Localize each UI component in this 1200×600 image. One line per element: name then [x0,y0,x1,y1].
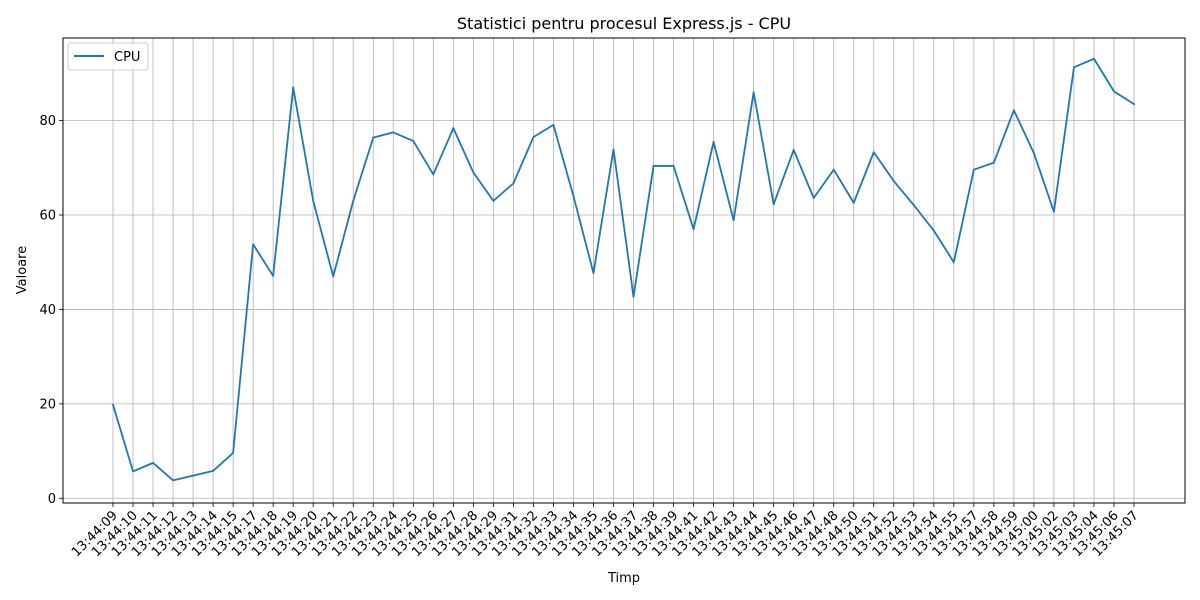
data-point [632,295,635,298]
data-point [392,131,395,134]
legend-label: CPU [114,50,140,65]
data-point [992,161,995,164]
plot-frame [62,37,1186,504]
data-point [332,275,335,278]
data-point [372,136,375,139]
series-layer [112,57,1135,482]
data-point [232,452,235,454]
data-point [1033,152,1035,155]
data-point [252,243,255,246]
data-point [352,199,355,202]
data-point [932,229,935,232]
data-point [592,272,595,274]
axis-ticks: 13:44:0913:44:1013:44:1113:44:1213:44:13… [39,114,1141,560]
data-point [732,219,735,222]
data-point [652,165,655,167]
data-point [772,203,775,206]
data-point [1053,210,1055,213]
data-point [792,148,795,151]
data-point [432,173,435,176]
data-point [172,479,174,482]
data-point [1113,90,1115,93]
data-point [1093,57,1095,60]
chart-title: Statistici pentru procesul Express.js - … [457,14,791,33]
data-point [132,470,134,473]
data-point [552,123,555,126]
data-point [672,165,675,167]
legend-box [67,42,149,71]
y-axis-label: Valoare [15,246,30,294]
data-point [272,275,275,277]
y-tick-label: 20 [39,397,56,412]
data-point [912,204,915,207]
y-tick-label: 60 [39,209,56,224]
data-point [872,151,875,154]
data-point [892,180,895,182]
data-point [192,474,194,477]
data-point [1133,103,1135,105]
data-point [852,201,855,204]
data-point [492,199,495,202]
data-point [512,182,515,185]
data-point [152,461,154,464]
legend: CPU [67,42,149,71]
series-line-cpu [112,57,1135,482]
y-tick-label: 80 [39,114,56,129]
data-point [532,136,535,139]
data-point [972,168,975,171]
data-point [712,140,715,143]
data-point [832,168,835,171]
data-point [472,171,475,174]
data-point [292,86,295,89]
data-point [1012,109,1015,112]
y-tick-label: 40 [39,303,56,318]
data-point [572,195,575,198]
data-point [412,140,415,142]
data-point [1073,66,1075,69]
x-axis-label: Timp [607,571,640,586]
data-point [112,403,114,406]
data-point [612,148,615,151]
data-point [452,127,455,130]
data-point [952,261,955,264]
data-point [812,197,815,199]
data-point [312,199,315,202]
data-point [752,91,755,94]
y-tick-label: 0 [48,492,56,507]
data-point [212,469,214,472]
data-point [692,228,695,231]
